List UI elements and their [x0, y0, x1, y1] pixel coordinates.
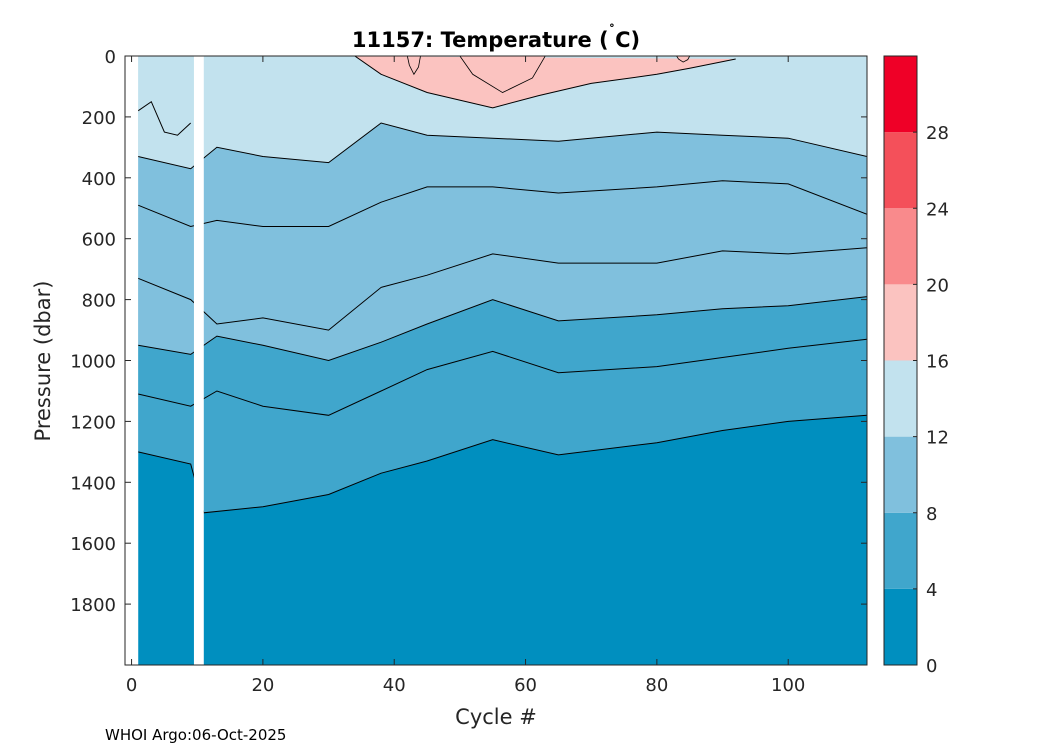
colorbar-swatch [884, 284, 917, 361]
contour-line-6 [137, 338, 867, 416]
y-tick-label: 1600 [70, 534, 116, 555]
contour-line-12 [137, 122, 867, 170]
warm-patch [459, 56, 546, 93]
y-tick-label: 600 [82, 230, 116, 251]
temp-band-16 [354, 56, 736, 108]
y-axis-label: Pressure (dbar) [31, 281, 55, 442]
colorbar-swatch [884, 56, 917, 133]
colorbar-tick-label: 20 [926, 275, 949, 296]
colorbar-swatch [884, 132, 917, 209]
y-axis: 0 200 400 600 800 1000 1200 1400 1600 1800 [70, 47, 867, 616]
y-tick-label: 200 [82, 108, 116, 129]
x-tick-label: 40 [383, 675, 406, 696]
y-tick-label: 800 [82, 291, 116, 312]
x-tick-label: 100 [771, 675, 805, 696]
x-tick-label: 20 [251, 675, 274, 696]
colorbar-swatch [884, 436, 917, 513]
y-tick-label: 1800 [70, 595, 116, 616]
y-tick-label: 1200 [70, 412, 116, 433]
y-tick-label: 400 [82, 169, 116, 190]
colorbar-tick-label: 0 [926, 656, 937, 677]
x-axis-label: Cycle # [455, 705, 537, 729]
colorbar-swatch [884, 360, 917, 437]
colorbar-tick-label: 4 [926, 580, 937, 601]
contour-line-10 [137, 247, 867, 331]
y-tick-label: 1000 [70, 352, 116, 373]
colorbar-swatch [884, 588, 917, 665]
data-gap [193, 56, 204, 665]
warm-patch [406, 56, 421, 76]
colorbar-tick-label: 12 [926, 428, 949, 449]
colorbar-swatch [884, 512, 917, 589]
x-tick-label: 80 [645, 675, 668, 696]
contour-line-4 [137, 414, 867, 514]
contour-line-11 [137, 180, 867, 228]
x-tick-label: 0 [126, 675, 137, 696]
temp-band-12 [138, 56, 867, 169]
colorbar-tick-label: 28 [926, 123, 949, 144]
y-tick-label: 0 [105, 47, 116, 68]
colorbar-swatch [884, 208, 917, 285]
footer-credit: WHOI Argo:06-Oct-2025 [105, 726, 287, 744]
x-tick-label: 60 [514, 675, 537, 696]
contour-line-14 [137, 100, 192, 136]
no-data-margin [125, 56, 139, 665]
colorbar-tick-label: 8 [926, 504, 937, 525]
colorbar-tick-label: 16 [926, 352, 949, 373]
warm-patch [676, 56, 691, 63]
chart-title: 11157: Temperature (˚C) [352, 23, 640, 52]
contour-line-8 [138, 296, 867, 362]
contour-line-16 [354, 56, 736, 109]
colorbar: 0 4 8 12 16 20 24 28 [883, 55, 949, 677]
x-axis: 0 20 40 60 80 100 [126, 56, 805, 696]
colorbar-tick-label: 24 [926, 199, 949, 220]
plot-area [125, 56, 867, 665]
y-tick-label: 1400 [70, 473, 116, 494]
temp-band-14 [138, 56, 191, 136]
